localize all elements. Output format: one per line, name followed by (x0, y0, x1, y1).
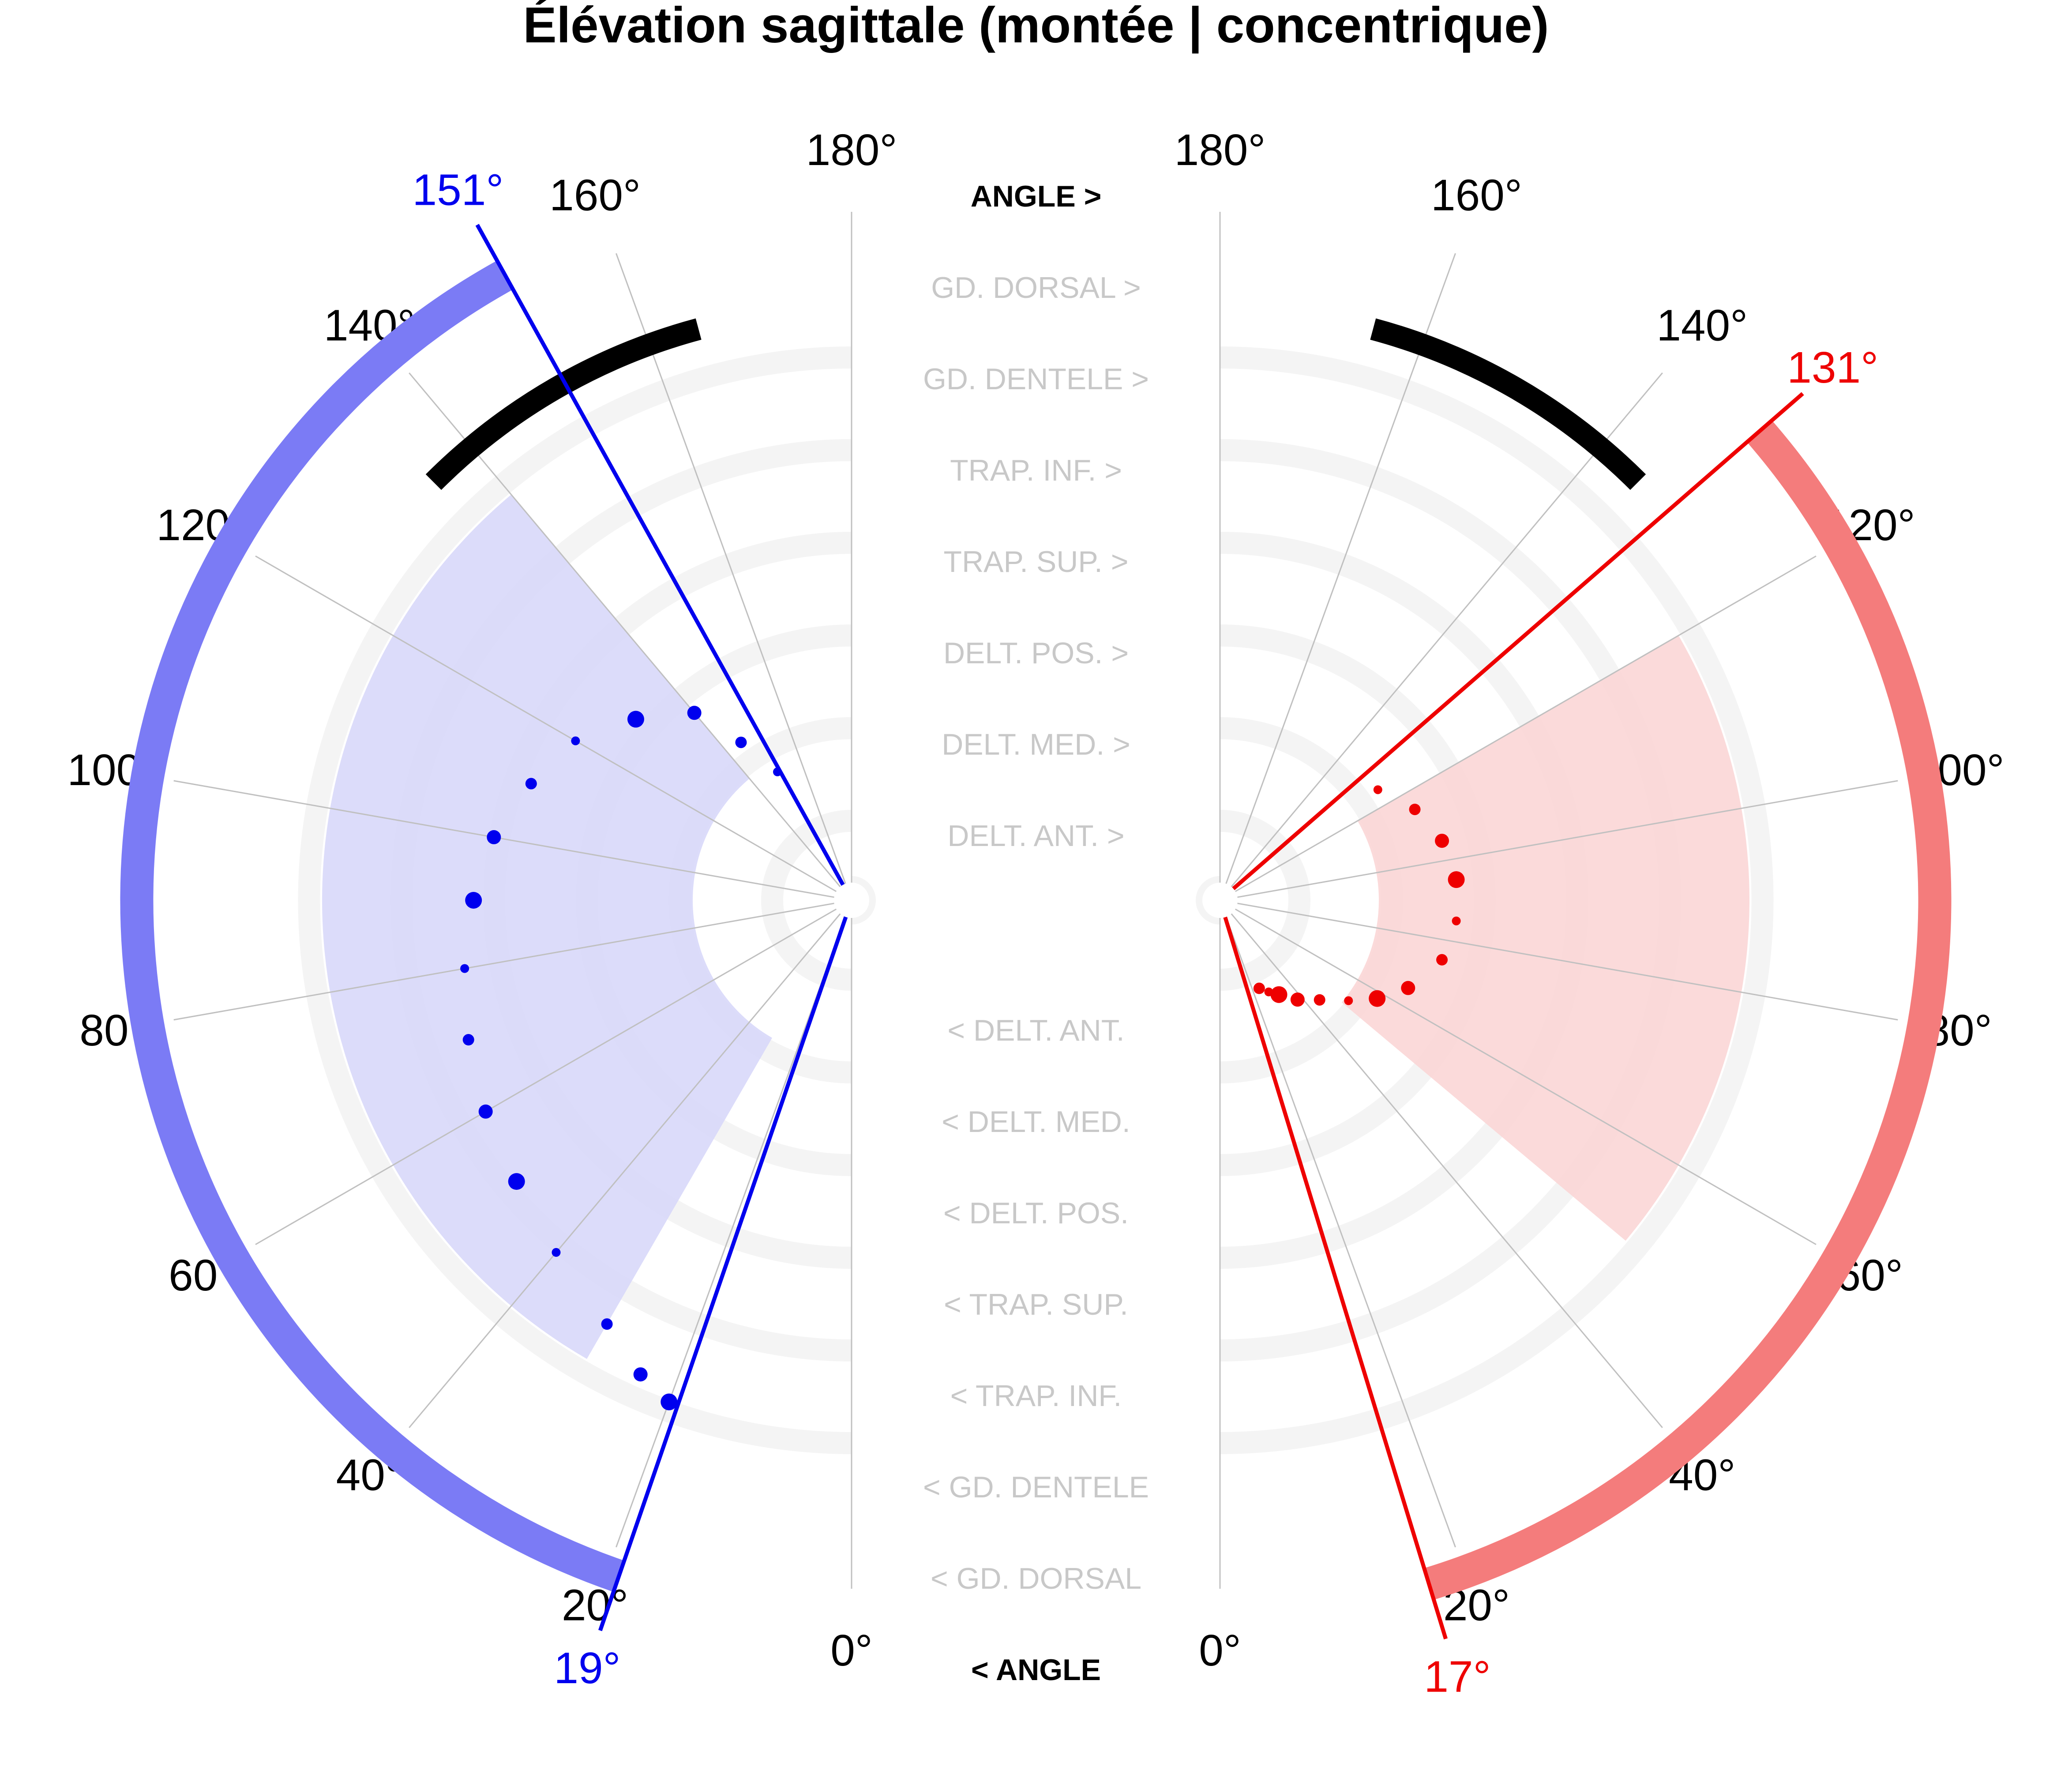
left-gridline-60 (255, 908, 837, 1245)
left-end-angle-line (475, 224, 845, 886)
right-range-arc (1424, 420, 1952, 1600)
ring-label-bottom-2: < DELT. MED. (942, 1105, 1130, 1139)
ring-label-bottom-6: < GD. DENTELE (923, 1470, 1149, 1504)
left-gridline-20 (616, 917, 846, 1548)
left-reference-arc (425, 318, 702, 490)
ring-label-top-7: DELT. MED. > (942, 728, 1130, 761)
ring-label-bottom-1: < DELT. ANT. (947, 1014, 1124, 1047)
left-start-angle-label: 19° (554, 1643, 620, 1693)
right-trajectory-point (1373, 785, 1382, 794)
right-gridline-20 (1225, 917, 1456, 1548)
left-trajectory-point (508, 1173, 525, 1190)
right-trajectory-point (1435, 834, 1449, 848)
right-start-angle-line (1223, 916, 1448, 1639)
left-tick-label-180: 180° (806, 125, 897, 175)
ring-label-bottom-7: < GD. DORSAL (931, 1562, 1141, 1595)
right-ring-1 (1220, 346, 1774, 1454)
right-highlight-sector (1341, 635, 1750, 1241)
ring-label-top-6: DELT. POS. > (943, 636, 1129, 670)
right-end-angle-line (1232, 392, 1804, 891)
left-trajectory-point (687, 706, 702, 720)
left-trajectory-point (773, 767, 782, 777)
left-gridline-120 (255, 555, 837, 892)
chart-title: Élévation sagittale (montée | concentriq… (523, 0, 1549, 54)
right-gridline-120 (1235, 555, 1817, 892)
left-end-angle-label: 151° (413, 165, 504, 215)
left-gridline-80 (173, 902, 834, 1021)
left-range-arc (120, 260, 624, 1592)
right-trajectory-point (1264, 987, 1273, 996)
left-tick-label-160: 160° (549, 171, 641, 220)
ring-label-bottom-8: < ANGLE (971, 1653, 1101, 1687)
ring-label-top-1: ANGLE > (971, 180, 1102, 213)
right-reference-arc (1370, 318, 1646, 490)
right-gridline-100 (1237, 780, 1898, 898)
left-tick-label-0: 0° (830, 1626, 873, 1675)
right-center-hub (1202, 883, 1238, 918)
left-trajectory-point (525, 778, 537, 790)
left-trajectory-point (487, 830, 501, 845)
left-trajectory-point (478, 1104, 493, 1119)
left-polar-panel: 0°20°40°60°80°100°120°140°160°180°19°151… (67, 125, 897, 1693)
right-start-angle-label: 17° (1424, 1652, 1490, 1702)
left-trajectory-point (552, 1248, 561, 1257)
right-trajectory-point (1253, 982, 1265, 994)
right-trajectory-point (1270, 986, 1287, 1003)
left-trajectory-point (571, 736, 580, 745)
right-gridline-60 (1235, 908, 1817, 1245)
left-trajectory-point (601, 1318, 613, 1330)
ring-label-top-3: GD. DENTELE > (923, 362, 1149, 396)
ring-labels: ANGLE > GD. DORSAL > GD. DENTELE > TRAP. IN… (923, 180, 1149, 1687)
right-trajectory-point (1448, 871, 1465, 888)
right-polar-panel: 0°20°40°60°80°100°120°140°160°180°17°131… (1175, 125, 2004, 1702)
right-trajectory-point (1452, 916, 1461, 925)
left-highlight-sector (322, 494, 772, 1359)
right-gridline-140 (1231, 372, 1663, 887)
right-trajectory-point (1369, 990, 1386, 1007)
right-ring-6 (1220, 810, 1310, 991)
left-trajectory-point (465, 892, 482, 909)
right-tick-label-160: 160° (1431, 171, 1522, 220)
ring-label-top-5: TRAP. SUP. > (944, 545, 1129, 579)
ring-label-bottom-3: < DELT. POS. (943, 1196, 1129, 1230)
left-trajectory-point (462, 1034, 474, 1046)
right-tick-label-180: 180° (1175, 125, 1266, 175)
left-trajectory-point (633, 1367, 648, 1382)
right-trajectory-point (1436, 954, 1448, 966)
right-trajectory-point (1290, 993, 1305, 1007)
right-end-angle-label: 131° (1787, 343, 1878, 392)
left-gridline-40 (409, 913, 841, 1428)
left-trajectory-point (661, 1393, 678, 1410)
ring-label-top-8: DELT. ANT. > (947, 819, 1124, 853)
right-tick-label-0: 0° (1199, 1626, 1241, 1675)
right-trajectory-point (1344, 996, 1353, 1005)
left-center-hub (834, 883, 869, 918)
ring-label-bottom-5: < TRAP. INF. (950, 1379, 1122, 1413)
left-start-angle-line (598, 916, 848, 1632)
left-trajectory-point (460, 964, 469, 973)
right-gridline-160 (1225, 253, 1456, 884)
left-gridline-100 (173, 780, 834, 898)
ring-label-bottom-4: < TRAP. SUP. (944, 1288, 1128, 1321)
right-trajectory-point (1401, 981, 1415, 995)
right-trajectory-point (1314, 994, 1325, 1006)
ring-label-top-2: GD. DORSAL > (931, 271, 1141, 305)
left-gridline-140 (409, 372, 841, 887)
left-trajectory-point (627, 711, 644, 728)
left-gridline-160 (616, 253, 846, 884)
right-gridline-80 (1237, 902, 1898, 1021)
right-tick-label-140: 140° (1656, 301, 1748, 350)
ring-label-top-4: TRAP. INF. > (950, 454, 1122, 487)
right-trajectory-point (1409, 804, 1421, 816)
left-trajectory-point (735, 737, 747, 748)
left-tick-label-20: 20° (562, 1580, 628, 1630)
